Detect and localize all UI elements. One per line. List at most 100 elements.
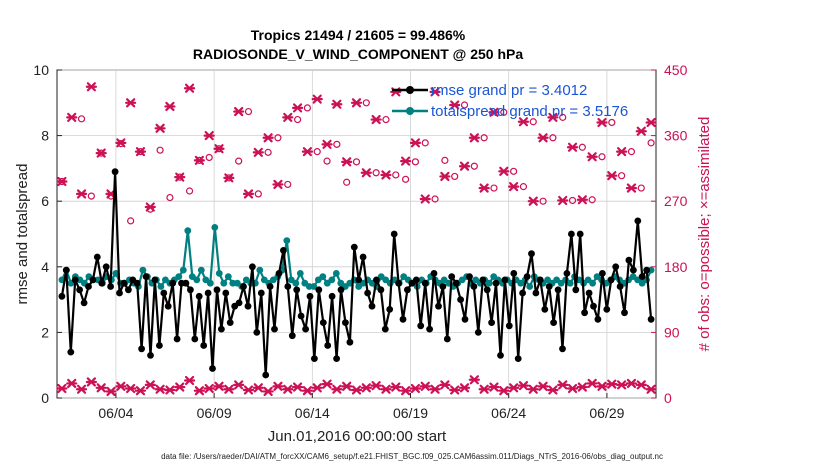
obs-count-markers (56, 82, 657, 397)
totalspread-point (175, 273, 183, 280)
rmse-point (293, 286, 301, 294)
obs-assimilated-marker (527, 384, 539, 394)
rmse-point (559, 345, 566, 353)
rmse-point (532, 289, 540, 297)
rmse-point (315, 286, 323, 294)
obs-assimilated-marker (488, 382, 500, 392)
totalspread-point (526, 283, 534, 290)
obs-assimilated-marker (66, 378, 78, 389)
rmse-point (616, 283, 624, 290)
rmse-point (85, 283, 92, 290)
rmse-point (404, 286, 411, 294)
rmse-point (448, 273, 456, 280)
rmse-point (647, 315, 655, 323)
footer-data-file: data file: /Users/raeder/DAI/ATM_forcXX/… (161, 452, 663, 461)
obs-possible-marker (392, 171, 400, 179)
obs-possible-marker (480, 134, 488, 142)
obs-assimilated-marker (429, 87, 441, 97)
obs-assimilated-marker (272, 179, 284, 190)
rmse-point (288, 332, 296, 340)
rmse-point (350, 243, 358, 251)
obs-assimilated-marker (213, 144, 225, 154)
rmse-point (461, 315, 469, 323)
obs-assimilated-marker (370, 381, 382, 391)
obs-possible-marker (549, 134, 557, 142)
obs-possible-marker (490, 184, 498, 192)
obs-assimilated-marker (301, 147, 314, 157)
obs-possible-marker (578, 143, 586, 151)
x-tick-label: 06/09 (197, 405, 232, 421)
rmse-point (399, 315, 407, 323)
rmse-point (182, 279, 190, 287)
rmse-point (200, 342, 208, 349)
rmse-point (492, 279, 500, 287)
obs-assimilated-marker (547, 112, 559, 122)
totalspread-point (220, 279, 228, 287)
obs-assimilated-marker (449, 385, 461, 395)
obs-assimilated-marker (125, 383, 137, 394)
rmse-point (275, 270, 283, 277)
obs-assimilated-marker (409, 383, 422, 394)
rmse-point (594, 315, 602, 323)
obs-assimilated-marker (331, 99, 343, 109)
obs-assimilated-marker (213, 381, 225, 391)
obs-assimilated-marker (183, 83, 196, 93)
rmse-point (417, 322, 425, 330)
y-right-tick-label: 0 (664, 390, 672, 406)
obs-assimilated-marker (645, 384, 657, 394)
rmse-point (271, 325, 278, 333)
rmse-point (346, 338, 354, 346)
rmse-point (590, 302, 597, 310)
obs-possible-marker (470, 162, 478, 170)
obs-assimilated-marker (203, 383, 215, 394)
rmse-point (218, 325, 225, 333)
y-right-tick-label: 180 (664, 259, 688, 275)
obs-possible-marker (421, 139, 429, 147)
obs-assimilated-marker (341, 157, 353, 167)
obs-assimilated-marker (282, 384, 294, 394)
obs-possible-marker (637, 184, 645, 192)
obs-assimilated-marker (419, 381, 431, 391)
rmse-point (235, 299, 243, 307)
obs-possible-marker (510, 167, 518, 175)
y-axis-label-right: # of obs: o=possible; ×=assimilated (696, 117, 713, 352)
y-tick-label: 4 (41, 259, 49, 275)
obs-possible-marker (205, 153, 213, 162)
rmse-point (439, 283, 447, 290)
obs-possible-marker (293, 115, 302, 124)
obs-assimilated-marker (527, 196, 539, 206)
obs-assimilated-marker (331, 384, 343, 394)
rmse-point (550, 319, 557, 326)
obs-assimilated-marker (311, 383, 323, 393)
y-tick-label: 2 (41, 324, 49, 340)
obs-assimilated-marker (458, 161, 471, 171)
totalspread-point (485, 279, 493, 287)
totalspread-point (256, 266, 264, 274)
obs-assimilated-marker (625, 378, 638, 389)
rmse-point (116, 289, 123, 297)
totalspread-point (296, 270, 304, 277)
rmse-point (599, 270, 606, 277)
rmse-point (523, 273, 531, 280)
rmse-point (297, 312, 305, 320)
totalspread-point (283, 237, 291, 245)
rmse-point (563, 270, 571, 277)
rmse-point (625, 256, 633, 264)
obs-assimilated-marker (439, 380, 451, 390)
obs-assimilated-marker (399, 386, 412, 396)
obs-assimilated-marker (439, 171, 451, 182)
rmse-point (191, 335, 199, 343)
rmse-point (249, 263, 256, 271)
obs-possible-marker (333, 140, 341, 148)
rmse-point (306, 292, 314, 300)
x-tick-label: 06/24 (491, 405, 526, 421)
rmse-point (93, 253, 101, 261)
obs-possible-marker (156, 146, 164, 154)
rmse-point (510, 270, 518, 277)
rmse-point (554, 286, 562, 294)
totalspread-point (319, 273, 327, 280)
rmse-point (572, 286, 580, 294)
rmse-point (607, 276, 615, 284)
rmse-point (479, 276, 487, 284)
